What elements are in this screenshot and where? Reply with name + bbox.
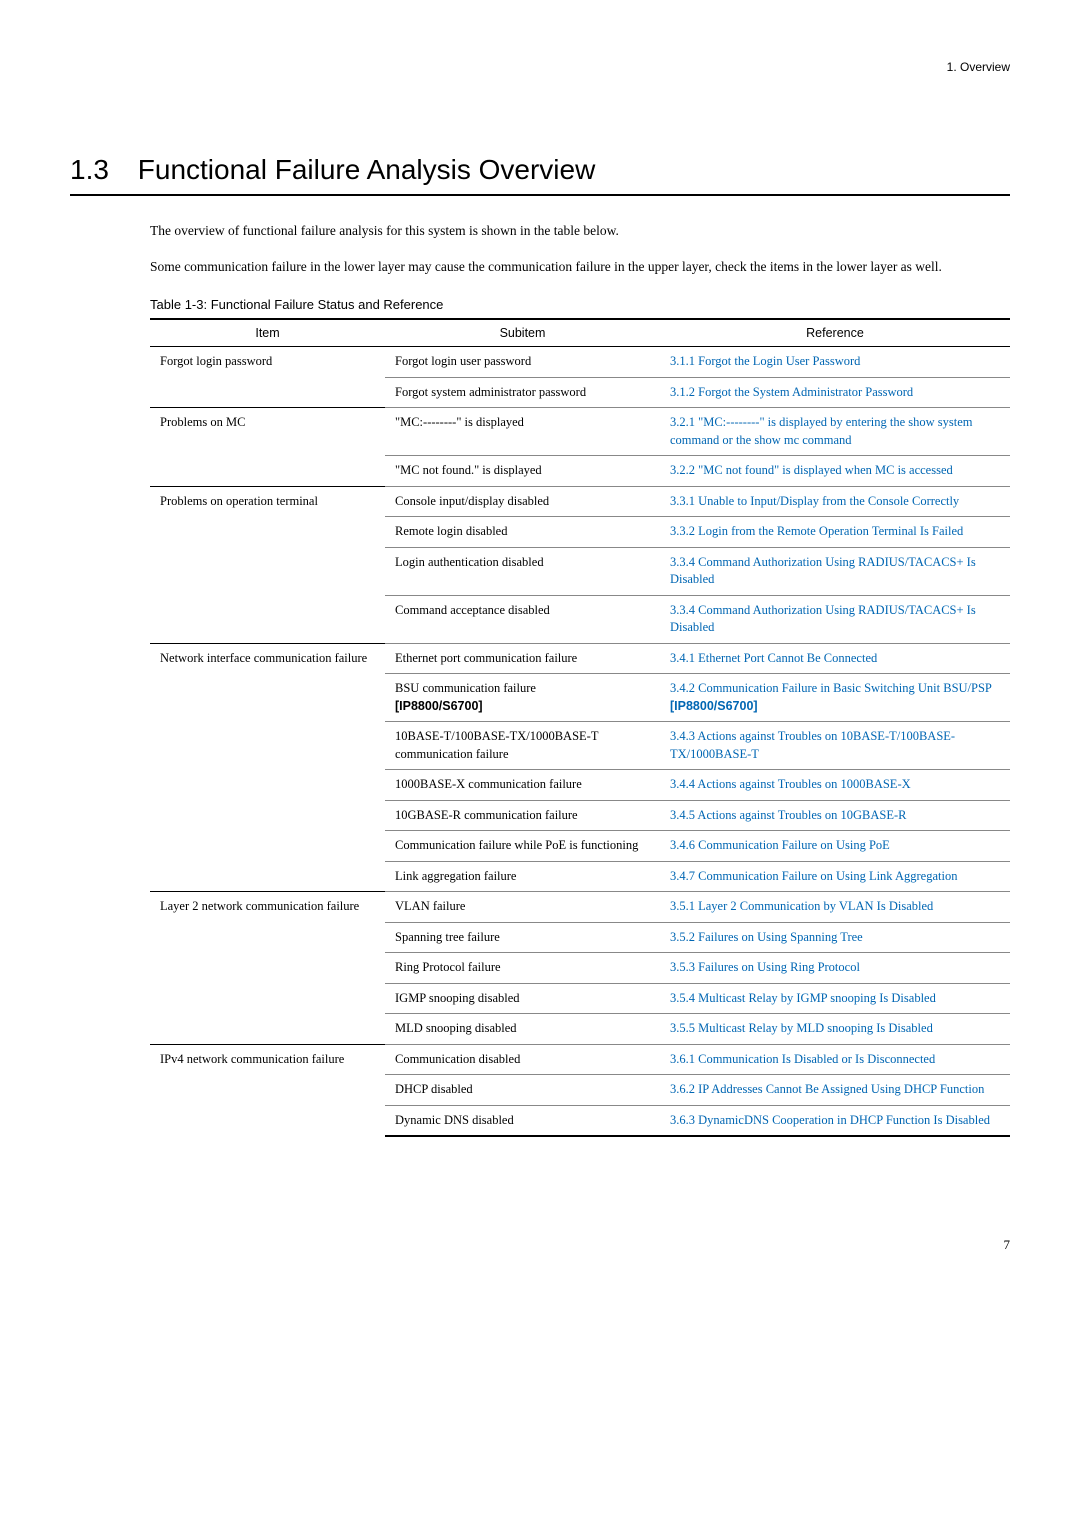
item-cell: Network interface communication failure xyxy=(150,643,385,892)
reference-link[interactable]: 3.5.3 Failures on Using Ring Protocol xyxy=(670,960,860,974)
reference-link[interactable]: 3.6.1 Communication Is Disabled or Is Di… xyxy=(670,1052,935,1066)
subitem-cell: Link aggregation failure xyxy=(385,861,660,892)
reference-cell: 3.4.3 Actions against Troubles on 10BASE… xyxy=(660,722,1010,770)
subitem-cell: "MC not found." is displayed xyxy=(385,456,660,487)
table-row: Problems on MC "MC:--------" is displaye… xyxy=(150,408,1010,456)
reference-link[interactable]: 3.6.2 IP Addresses Cannot Be Assigned Us… xyxy=(670,1082,984,1096)
reference-link[interactable]: 3.2.2 "MC not found" is displayed when M… xyxy=(670,463,953,477)
col-item: Item xyxy=(150,319,385,347)
table-row: Network interface communication failure … xyxy=(150,643,1010,674)
reference-cell: 3.4.7 Communication Failure on Using Lin… xyxy=(660,861,1010,892)
reference-cell: 3.1.2 Forgot the System Administrator Pa… xyxy=(660,377,1010,408)
subitem-cell: Dynamic DNS disabled xyxy=(385,1105,660,1136)
subitem-cell: 1000BASE-X communication failure xyxy=(385,770,660,801)
reference-cell: 3.6.1 Communication Is Disabled or Is Di… xyxy=(660,1044,1010,1075)
subitem-cell: MLD snooping disabled xyxy=(385,1014,660,1045)
reference-link[interactable]: 3.5.5 Multicast Relay by MLD snooping Is… xyxy=(670,1021,933,1035)
reference-cell: 3.6.3 DynamicDNS Cooperation in DHCP Fun… xyxy=(660,1105,1010,1136)
reference-link[interactable]: 3.4.5 Actions against Troubles on 10GBAS… xyxy=(670,808,906,822)
header-breadcrumb: 1. Overview xyxy=(70,60,1010,74)
subitem-cell: Forgot system administrator password xyxy=(385,377,660,408)
subitem-cell: DHCP disabled xyxy=(385,1075,660,1106)
subitem-cell: VLAN failure xyxy=(385,892,660,923)
reference-link[interactable]: 3.4.2 Communication Failure in Basic Swi… xyxy=(670,681,992,695)
item-cell: Problems on MC xyxy=(150,408,385,487)
table-header-row: Item Subitem Reference xyxy=(150,319,1010,347)
table-row: Problems on operation terminal Console i… xyxy=(150,486,1010,517)
subitem-text: BSU communication failure xyxy=(395,681,536,695)
reference-cell: 3.5.2 Failures on Using Spanning Tree xyxy=(660,922,1010,953)
reference-link[interactable]: 3.5.1 Layer 2 Communication by VLAN Is D… xyxy=(670,899,933,913)
reference-cell: 3.4.1 Ethernet Port Cannot Be Connected xyxy=(660,643,1010,674)
reference-cell: 3.5.1 Layer 2 Communication by VLAN Is D… xyxy=(660,892,1010,923)
reference-link[interactable]: 3.4.6 Communication Failure on Using PoE xyxy=(670,838,890,852)
reference-tag: [IP8800/S6700] xyxy=(670,699,758,713)
reference-cell: 3.2.2 "MC not found" is displayed when M… xyxy=(660,456,1010,487)
col-reference: Reference xyxy=(660,319,1010,347)
reference-link[interactable]: 3.5.2 Failures on Using Spanning Tree xyxy=(670,930,863,944)
subitem-cell: Forgot login user password xyxy=(385,347,660,378)
subitem-cell: 10BASE-T/100BASE-TX/1000BASE-T communica… xyxy=(385,722,660,770)
subitem-cell: 10GBASE-R communication failure xyxy=(385,800,660,831)
reference-link[interactable]: 3.4.3 Actions against Troubles on 10BASE… xyxy=(670,729,955,761)
reference-cell: 3.3.2 Login from the Remote Operation Te… xyxy=(660,517,1010,548)
reference-cell: 3.5.3 Failures on Using Ring Protocol xyxy=(660,953,1010,984)
reference-cell: 3.4.4 Actions against Troubles on 1000BA… xyxy=(660,770,1010,801)
subitem-cell: Spanning tree failure xyxy=(385,922,660,953)
intro-block: The overview of functional failure analy… xyxy=(150,220,990,277)
reference-link[interactable]: 3.3.1 Unable to Input/Display from the C… xyxy=(670,494,959,508)
subitem-cell: Ring Protocol failure xyxy=(385,953,660,984)
reference-link[interactable]: 3.3.4 Command Authorization Using RADIUS… xyxy=(670,603,976,635)
subitem-cell: Communication disabled xyxy=(385,1044,660,1075)
reference-link[interactable]: 3.1.2 Forgot the System Administrator Pa… xyxy=(670,385,913,399)
reference-cell: 3.4.6 Communication Failure on Using PoE xyxy=(660,831,1010,862)
reference-cell: 3.3.1 Unable to Input/Display from the C… xyxy=(660,486,1010,517)
section-title-text: Functional Failure Analysis Overview xyxy=(138,154,596,185)
subitem-cell: Login authentication disabled xyxy=(385,547,660,595)
table-row: IPv4 network communication failure Commu… xyxy=(150,1044,1010,1075)
reference-cell: 3.5.4 Multicast Relay by IGMP snooping I… xyxy=(660,983,1010,1014)
reference-link[interactable]: 3.4.4 Actions against Troubles on 1000BA… xyxy=(670,777,911,791)
reference-link[interactable]: 3.4.7 Communication Failure on Using Lin… xyxy=(670,869,957,883)
reference-cell: 3.6.2 IP Addresses Cannot Be Assigned Us… xyxy=(660,1075,1010,1106)
page-number: 7 xyxy=(70,1237,1010,1253)
item-cell: IPv4 network communication failure xyxy=(150,1044,385,1136)
table-row: Layer 2 network communication failure VL… xyxy=(150,892,1010,923)
table-row: Forgot login password Forgot login user … xyxy=(150,347,1010,378)
reference-cell: 3.5.5 Multicast Relay by MLD snooping Is… xyxy=(660,1014,1010,1045)
reference-cell: 3.4.2 Communication Failure in Basic Swi… xyxy=(660,674,1010,722)
reference-link[interactable]: 3.5.4 Multicast Relay by IGMP snooping I… xyxy=(670,991,936,1005)
col-subitem: Subitem xyxy=(385,319,660,347)
reference-cell: 3.3.4 Command Authorization Using RADIUS… xyxy=(660,595,1010,643)
reference-cell: 3.1.1 Forgot the Login User Password xyxy=(660,347,1010,378)
reference-link[interactable]: 3.3.4 Command Authorization Using RADIUS… xyxy=(670,555,976,587)
intro-paragraph-1: The overview of functional failure analy… xyxy=(150,220,990,242)
subitem-tag: [IP8800/S6700] xyxy=(395,699,483,713)
item-cell: Forgot login password xyxy=(150,347,385,408)
subitem-cell: Communication failure while PoE is funct… xyxy=(385,831,660,862)
intro-paragraph-2: Some communication failure in the lower … xyxy=(150,256,990,278)
subitem-cell: BSU communication failure [IP8800/S6700] xyxy=(385,674,660,722)
reference-link[interactable]: 3.1.1 Forgot the Login User Password xyxy=(670,354,860,368)
reference-link[interactable]: 3.4.1 Ethernet Port Cannot Be Connected xyxy=(670,651,877,665)
subitem-cell: Console input/display disabled xyxy=(385,486,660,517)
subitem-cell: Remote login disabled xyxy=(385,517,660,548)
reference-cell: 3.3.4 Command Authorization Using RADIUS… xyxy=(660,547,1010,595)
item-cell: Problems on operation terminal xyxy=(150,486,385,643)
reference-link[interactable]: 3.2.1 "MC:--------" is displayed by ente… xyxy=(670,415,973,447)
reference-cell: 3.2.1 "MC:--------" is displayed by ente… xyxy=(660,408,1010,456)
item-cell: Layer 2 network communication failure xyxy=(150,892,385,1045)
subitem-cell: Ethernet port communication failure xyxy=(385,643,660,674)
section-heading: 1.3 Functional Failure Analysis Overview xyxy=(70,154,1010,196)
reference-link[interactable]: 3.3.2 Login from the Remote Operation Te… xyxy=(670,524,963,538)
reference-link[interactable]: 3.6.3 DynamicDNS Cooperation in DHCP Fun… xyxy=(670,1113,990,1127)
subitem-cell: Command acceptance disabled xyxy=(385,595,660,643)
subitem-cell: "MC:--------" is displayed xyxy=(385,408,660,456)
subitem-cell: IGMP snooping disabled xyxy=(385,983,660,1014)
reference-cell: 3.4.5 Actions against Troubles on 10GBAS… xyxy=(660,800,1010,831)
table-caption: Table 1-3: Functional Failure Status and… xyxy=(150,297,1010,312)
failure-table: Item Subitem Reference Forgot login pass… xyxy=(150,318,1010,1137)
section-number: 1.3 xyxy=(70,154,130,186)
